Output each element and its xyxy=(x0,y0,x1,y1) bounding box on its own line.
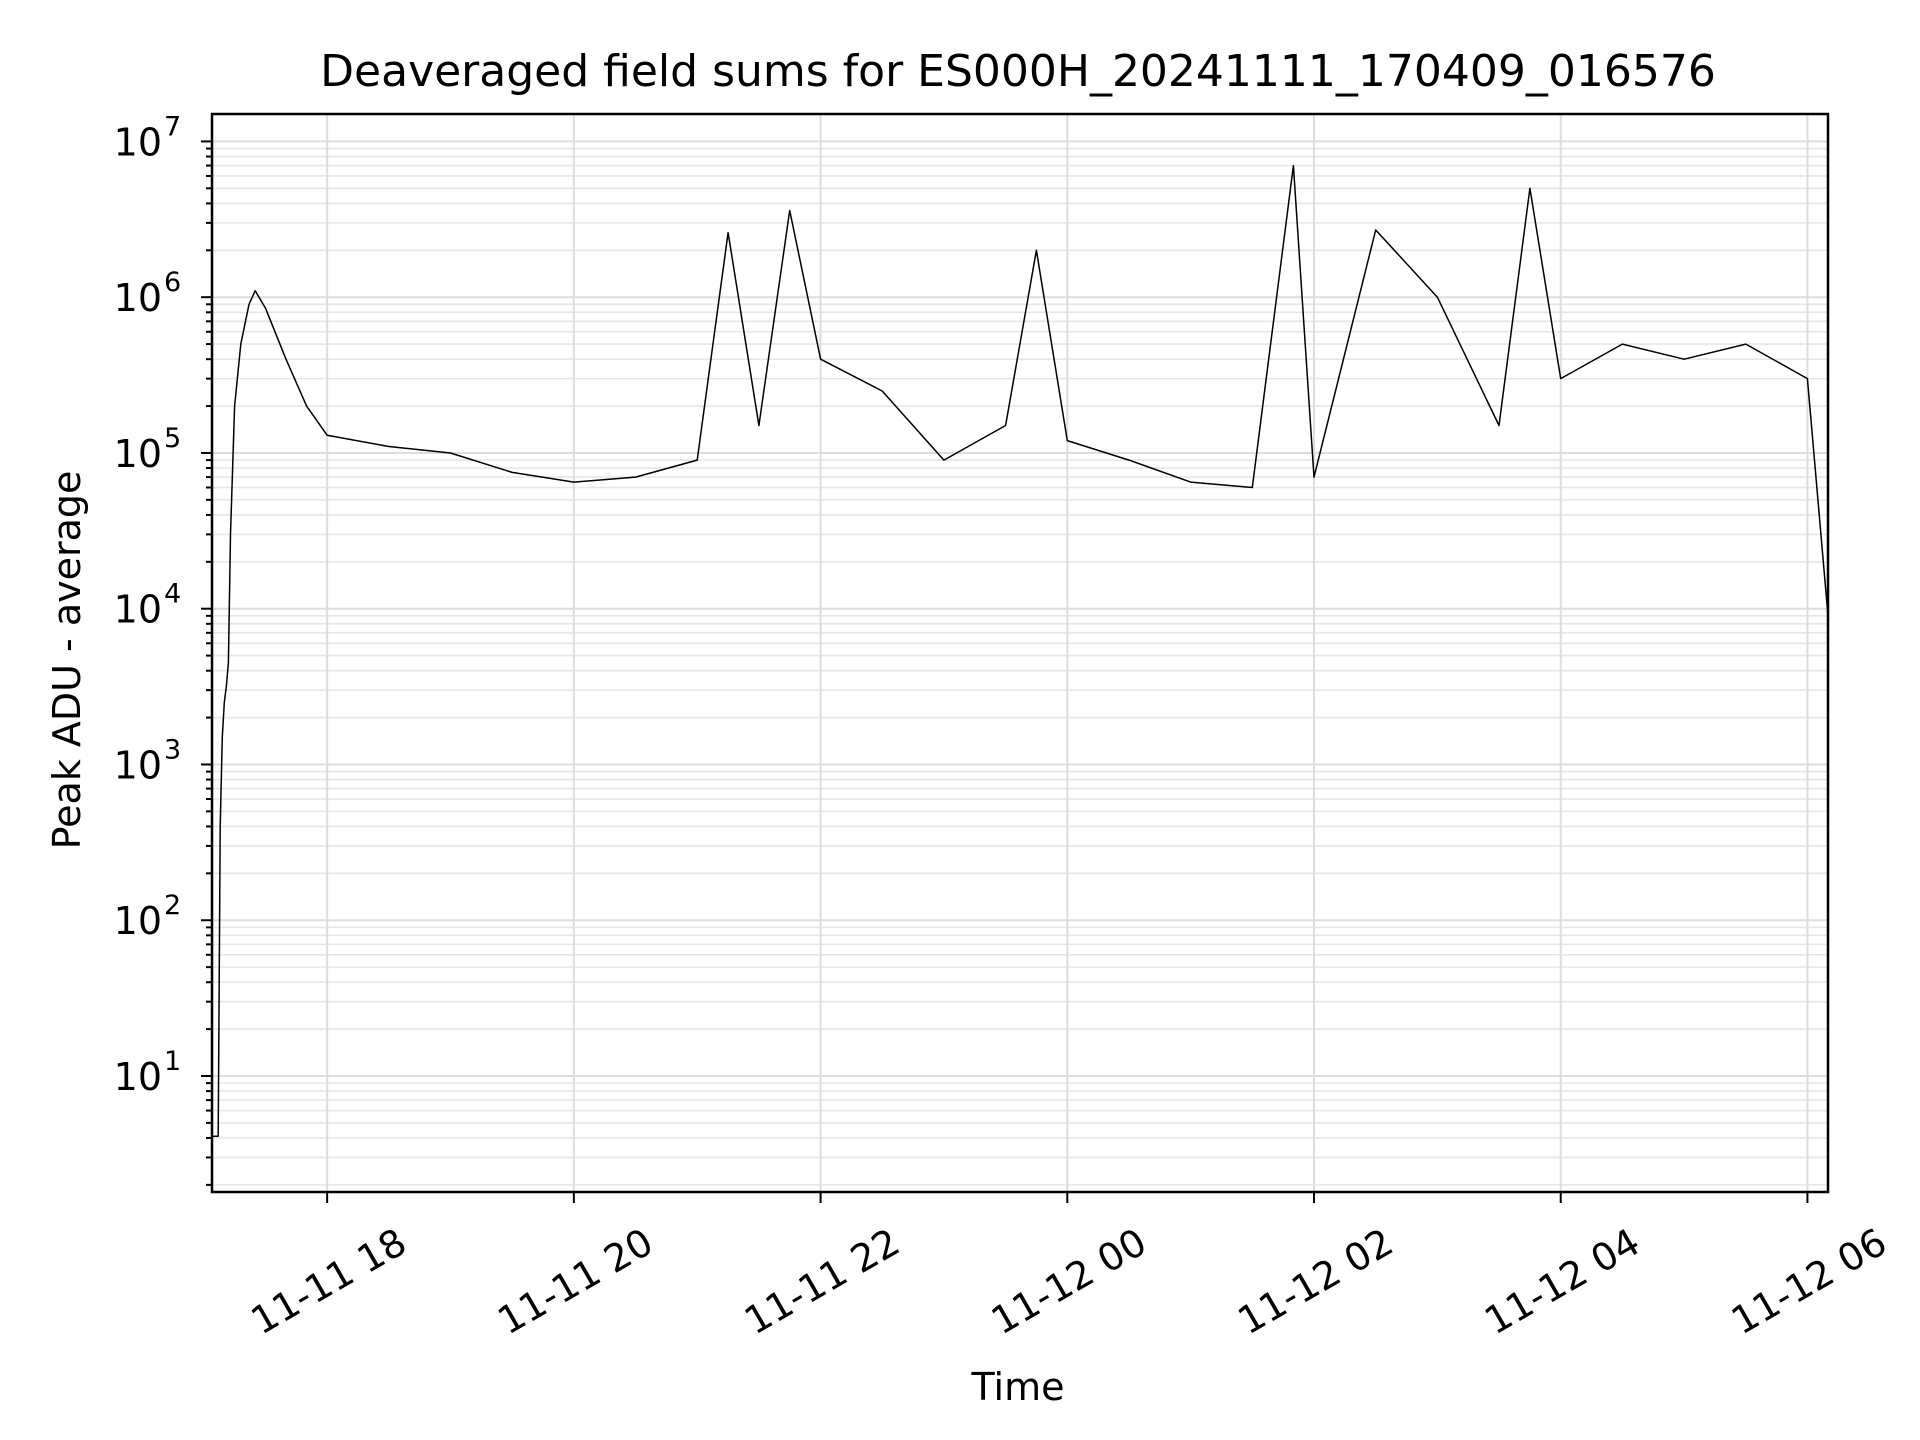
grid xyxy=(212,114,1828,1192)
x-axis-label: Time xyxy=(971,1365,1065,1409)
y-tick-label-exponent: 2 xyxy=(164,890,181,921)
y-tick-label: 10 xyxy=(114,1055,162,1099)
plot-frame xyxy=(210,112,1830,1194)
y-tick-label-exponent: 7 xyxy=(164,111,181,142)
chart-title: Deaveraged field sums for ES000H_2024111… xyxy=(320,46,1716,97)
y-tick-label: 10 xyxy=(114,120,162,164)
series-line xyxy=(212,164,1829,1138)
y-tick-label-exponent: 5 xyxy=(164,423,181,454)
y-tick-label-exponent: 3 xyxy=(164,734,181,765)
y-tick-label-exponent: 6 xyxy=(164,267,181,298)
y-tick-label-exponent: 4 xyxy=(164,579,181,610)
y-tick-label: 10 xyxy=(114,276,162,320)
plot-area xyxy=(212,164,1829,1138)
y-axis-label: Peak ADU - average xyxy=(45,471,89,850)
y-tick-label: 10 xyxy=(114,899,162,943)
y-tick-label: 10 xyxy=(114,588,162,632)
y-tick-label: 10 xyxy=(114,432,162,476)
y-tick-label-exponent: 1 xyxy=(164,1046,181,1077)
y-tick-label: 10 xyxy=(114,743,162,787)
